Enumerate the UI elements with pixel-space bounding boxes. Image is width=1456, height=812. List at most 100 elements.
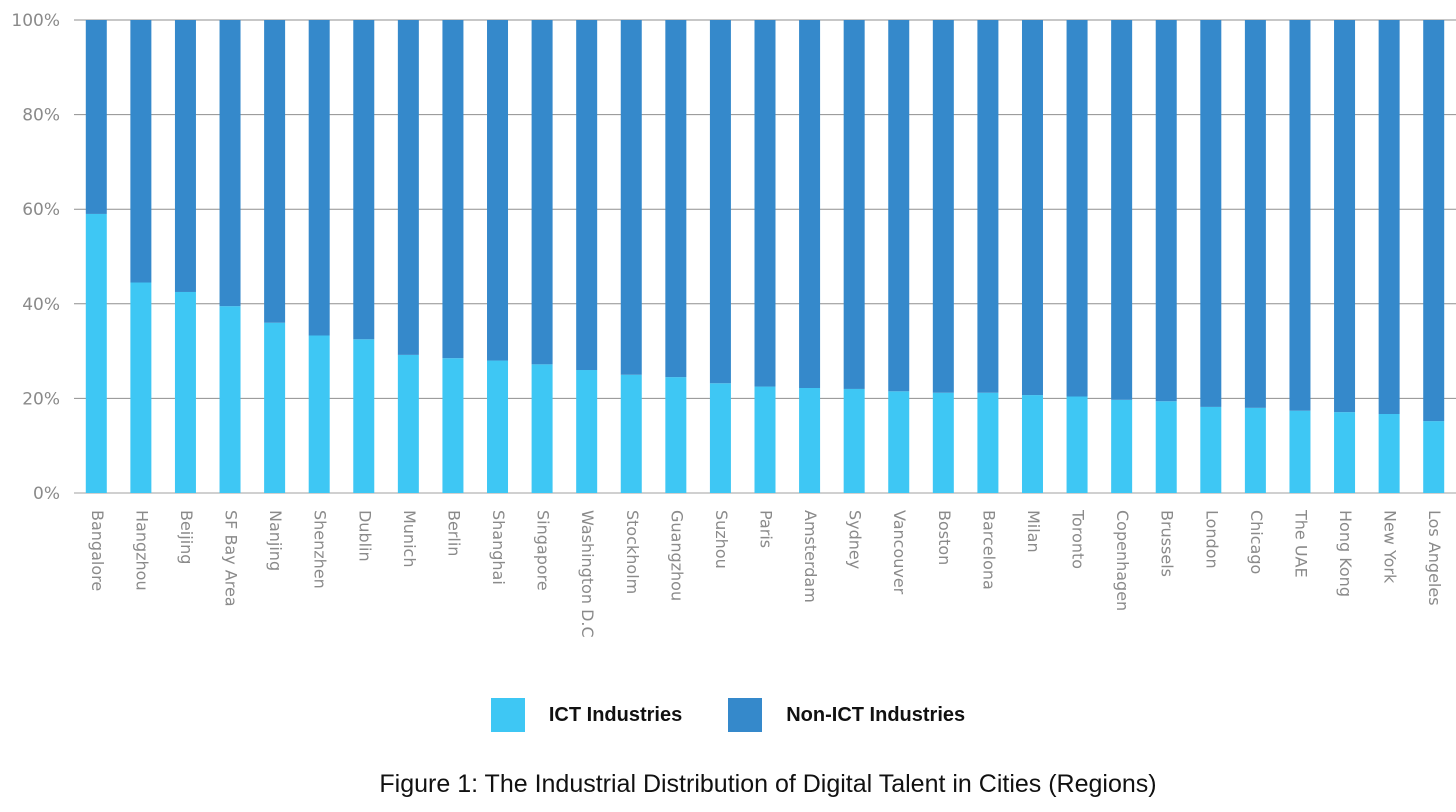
x-category-label: Vancouver [890,510,909,595]
bar-ict [353,339,375,493]
bar-ict [932,392,954,493]
y-tick-label: 40% [22,295,60,315]
bar-non-ict [1423,20,1445,422]
bar-non-ict [219,20,241,307]
x-category-label: Guangzhou [667,510,686,601]
x-category-label: Los Angeles [1425,510,1444,606]
bar-ict [130,282,152,493]
x-category-label: Bangalore [88,510,107,591]
bar-non-ict [1066,20,1088,397]
bar-non-ict [1021,20,1043,396]
x-category-label: Barcelona [979,510,998,590]
bar-ict [709,383,731,493]
x-category-label: Berlin [444,510,463,556]
x-category-label: Copenhagen [1113,510,1132,611]
bar-ict [1021,395,1043,493]
bar-ict [799,387,821,493]
bar-non-ict [665,20,687,378]
x-category-label: Hangzhou [132,510,151,591]
legend-swatch-non-ict [728,698,763,732]
legend-item-ict: ICT Industries [490,698,683,732]
y-tick-label: 80% [22,106,60,126]
bar-ict [219,306,241,493]
x-category-label: Chicago [1247,510,1266,574]
bar-ict [1244,407,1266,493]
x-category-label: Nanjing [266,510,285,571]
x-category-label: Hong Kong [1336,510,1355,597]
stacked-bar-chart: 0% 20% 40% 60% 80% 100% Bangalore Hangzhou Beij… [11,11,1456,638]
bar-ict [620,374,642,493]
bar-non-ict [1334,20,1356,413]
bar-ict [531,364,553,493]
bar-non-ict [1378,20,1400,415]
legend-swatch-ict [490,698,525,732]
bar-non-ict [442,20,464,359]
bar-ict [1423,421,1445,493]
bar-non-ict [85,20,107,214]
x-category-label: Beijing [177,510,196,564]
bar-ict [665,377,687,493]
bar-ict [1066,396,1088,493]
y-tick-label: 0% [33,484,60,504]
bar-non-ict [397,20,419,355]
bar-non-ict [754,20,776,387]
x-category-label: The UAE [1291,509,1310,578]
bar-non-ict [1289,20,1311,411]
x-category-label: Stockholm [623,510,642,594]
bar-non-ict [932,20,954,393]
bar-ict [1334,412,1356,493]
y-tick-label: 60% [22,200,60,220]
legend-label-ict: ICT Industries [548,703,683,726]
x-category-label: Toronto [1069,509,1088,569]
bar-ict [576,370,598,493]
y-axis-ticks: 0% 20% 40% 60% 80% 100% [11,11,60,504]
bar-ict [397,354,419,493]
x-category-label: Munich [400,510,419,567]
bar-ict [843,388,865,493]
x-category-label: Sydney [846,510,865,569]
bar-non-ict [1200,20,1222,407]
bar-non-ict [1244,20,1266,408]
bar-non-ict [308,20,330,336]
bar-ict [1155,401,1177,493]
bar-ict [1289,410,1311,493]
bar-ict [888,391,910,493]
x-category-label: Suzhou [712,510,731,569]
bar-non-ict [130,20,152,283]
bar-non-ict [264,20,286,323]
x-category-label: Brussels [1158,510,1177,577]
bar-non-ict [709,20,731,384]
x-category-label: Shenzhen [311,510,330,589]
bar-non-ict [531,20,553,365]
bar-non-ict [843,20,865,389]
bar-non-ict [1155,20,1177,402]
bar-non-ict [353,20,375,340]
legend-label-non-ict: Non-ICT Industries [786,703,966,726]
x-category-label: Washington D.C [578,510,597,638]
x-category-label: New York [1381,510,1400,584]
bar-non-ict [888,20,910,392]
x-category-label: London [1202,510,1221,569]
bar-ict [308,335,330,493]
bar-ict [174,291,196,493]
x-category-label: Amsterdam [801,510,820,603]
x-category-label: Singapore [534,510,553,591]
bar-ict [85,213,107,493]
bar-ict [1111,399,1133,493]
bars [85,20,1445,493]
bar-ict [1378,414,1400,493]
figure-caption: Figure 1: The Industrial Distribution of… [379,770,1157,798]
bar-ict [264,322,286,493]
x-category-label: Boston [935,510,954,565]
y-tick-label: 100% [11,11,60,31]
bar-ict [442,358,464,493]
bar-non-ict [174,20,196,292]
bar-non-ict [620,20,642,375]
x-category-label: Shanghai [489,510,508,585]
bar-ict [1200,406,1222,493]
bar-non-ict [487,20,509,361]
legend-item-non-ict: Non-ICT Industries [728,698,965,732]
bar-non-ict [799,20,821,388]
bar-non-ict [977,20,999,393]
legend: ICT Industries Non-ICT Industries [0,698,1456,732]
